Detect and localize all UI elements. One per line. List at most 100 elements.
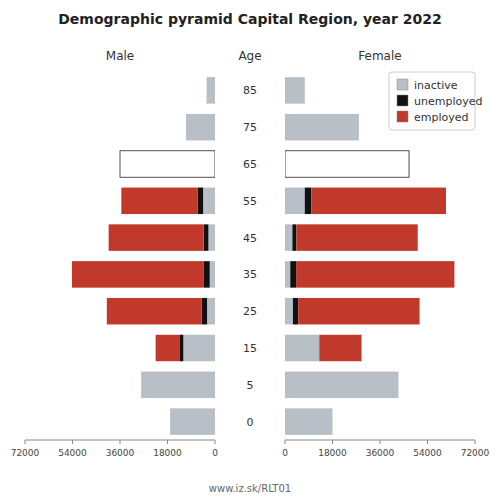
category-label: 55 [243,195,257,208]
bar [409,151,410,177]
bar [304,77,305,103]
bar [207,77,215,103]
bars [72,77,215,435]
footer: www.iz.sk/RLT01 [209,483,291,494]
bar [206,77,207,103]
tick-label: 54000 [58,448,87,458]
tick-label: 0 [282,448,288,458]
bar [358,114,359,140]
bar [121,188,198,214]
category-label: 35 [243,268,257,281]
bar [398,372,399,398]
bar [179,335,183,361]
tick [427,440,428,444]
tick [120,440,121,444]
tick [380,440,381,444]
category-label: 0 [247,416,254,429]
bar [285,188,305,214]
tick-label: 0 [212,448,218,458]
category-label: 75 [243,121,257,134]
bar [107,298,202,324]
legend-label: unemployed [414,95,482,108]
bar [206,77,207,103]
bar [120,151,215,177]
bar [285,408,333,434]
bar [204,261,210,287]
bar [398,372,399,398]
bar [292,224,296,250]
tick-label: 18000 [153,448,182,458]
bar [183,335,215,361]
bar [305,188,312,214]
bar [285,224,292,250]
bar [358,114,359,140]
tick [475,440,476,444]
tick [72,440,73,444]
chart: Demographic pyramid Capital Region, year… [0,0,500,500]
bar [298,298,419,324]
bar [409,151,410,177]
category-label: 25 [243,305,257,318]
tick-label: 36000 [106,448,135,458]
category-label: 65 [243,158,257,171]
bar [210,261,215,287]
bar [207,298,215,324]
tick-label: 72000 [461,448,490,458]
bar [285,114,359,140]
bar [185,114,186,140]
bar [141,372,142,398]
bar [202,298,207,324]
bar [141,372,142,398]
tick-label: 72000 [11,448,40,458]
bar [296,261,454,287]
tick [167,440,168,444]
tick [285,440,286,444]
category-label: 5 [247,379,254,392]
bar [290,261,296,287]
legend-swatch [397,95,408,106]
axis-label: Male [106,49,134,63]
tick [215,440,216,444]
bar [156,335,180,361]
bars [285,77,454,435]
bar [296,224,417,250]
tick [25,440,26,444]
tick [332,440,333,444]
bar [170,408,171,434]
title: Demographic pyramid Capital Region, year… [58,11,441,27]
bar [285,77,305,103]
bar [208,224,215,250]
bar [285,335,319,361]
bar [170,408,215,434]
legend: inactive unemployed employed [389,72,482,130]
bar [319,335,361,361]
bar [285,372,398,398]
tick-label: 54000 [413,448,442,458]
bar [198,188,203,214]
category-label: 15 [243,342,257,355]
bar [203,188,215,214]
bar [185,114,186,140]
category-label: 85 [243,84,257,97]
legend-swatch [397,79,408,90]
bar [72,261,204,287]
bar [285,298,293,324]
bar [109,224,204,250]
legend-label: employed [414,111,469,124]
bar [120,151,121,177]
legend-label: inactive [414,79,458,92]
bar [311,188,446,214]
bar [204,224,209,250]
bar [141,372,215,398]
bar [170,408,171,434]
tick-label: 18000 [318,448,347,458]
bar [293,298,298,324]
category-label: 45 [243,232,257,245]
legend-swatch [397,111,408,122]
bar [285,151,409,177]
bar [120,151,121,177]
bar [186,114,215,140]
bar [332,408,333,434]
bar [285,261,290,287]
axis-label: Age [238,49,261,63]
